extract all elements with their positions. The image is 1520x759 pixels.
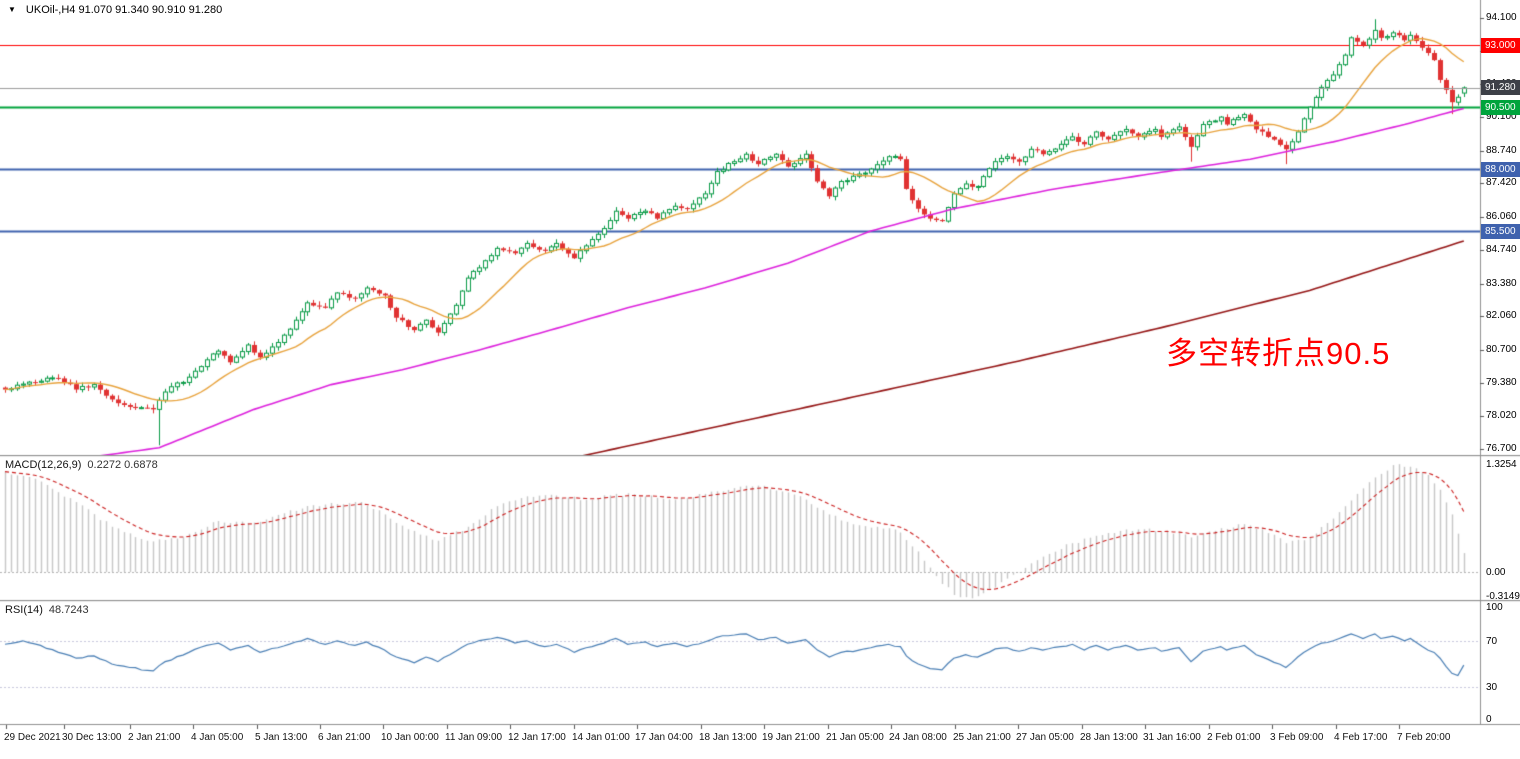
price-axis[interactable]: 94.10092.76091.42090.10088.74087.42086.0… bbox=[1481, 0, 1520, 724]
rsi-indicator-label: RSI(14) 48.7243 bbox=[5, 604, 89, 616]
time-axis-label: 11 Jan 09:00 bbox=[445, 732, 503, 743]
macd-indicator-label: MACD(12,26,9) 0.2272 0.6878 bbox=[5, 459, 158, 471]
time-axis-label: 14 Jan 01:00 bbox=[572, 732, 630, 743]
price-level-badge: 90.500 bbox=[1481, 99, 1520, 115]
annotation-text: 多空转折点90.5 bbox=[1166, 336, 1391, 371]
macd-scale-label: -0.3149 bbox=[1486, 591, 1520, 602]
time-axis-label: 12 Jan 17:00 bbox=[508, 732, 566, 743]
time-axis-label: 2 Jan 21:00 bbox=[128, 732, 181, 743]
rsi-value: 48.7243 bbox=[48, 604, 89, 616]
macd-scale-label: 0.00 bbox=[1486, 567, 1506, 578]
rsi-name: RSI(14) bbox=[5, 604, 43, 616]
time-axis-label: 4 Jan 05:00 bbox=[191, 732, 244, 743]
price-axis-label: 79.380 bbox=[1486, 376, 1517, 388]
time-axis-label: 28 Jan 13:00 bbox=[1080, 732, 1138, 743]
time-axis-label: 4 Feb 17:00 bbox=[1334, 732, 1388, 743]
price-axis-label: 80.700 bbox=[1486, 343, 1517, 355]
price-axis-label: 90.100 bbox=[1486, 111, 1517, 123]
price-axis-label: 76.700 bbox=[1486, 443, 1517, 454]
price-level-badge: 93.000 bbox=[1481, 37, 1520, 53]
price-axis-label: 78.020 bbox=[1486, 410, 1517, 422]
price-axis-label: 83.380 bbox=[1486, 277, 1517, 289]
price-axis-label: 87.420 bbox=[1486, 177, 1517, 189]
time-axis-label: 25 Jan 21:00 bbox=[953, 732, 1011, 743]
symbol-ohlc-text: UKOil-,H4 91.070 91.340 90.910 91.280 bbox=[25, 4, 223, 16]
time-axis-label: 2 Feb 01:00 bbox=[1207, 732, 1261, 743]
time-axis-label: 10 Jan 00:00 bbox=[381, 732, 439, 743]
price-level-badge: 85.500 bbox=[1481, 223, 1520, 239]
price-axis-label: 84.740 bbox=[1486, 243, 1517, 255]
price-axis-label: 86.060 bbox=[1486, 211, 1517, 223]
time-axis-label: 18 Jan 13:00 bbox=[699, 732, 757, 743]
time-axis-label: 27 Jan 05:00 bbox=[1016, 732, 1074, 743]
symbol-dropdown-icon[interactable]: ▼ bbox=[8, 5, 16, 14]
rsi-scale-label: 100 bbox=[1486, 602, 1503, 613]
price-axis-label: 82.060 bbox=[1486, 310, 1517, 322]
time-axis-label: 3 Feb 09:00 bbox=[1270, 732, 1324, 743]
rsi-scale-label: 0 bbox=[1486, 714, 1492, 725]
time-axis-label: 19 Jan 21:00 bbox=[762, 732, 820, 743]
time-axis-label: 6 Jan 21:00 bbox=[318, 732, 371, 743]
time-axis-label: 29 Dec 2021 bbox=[4, 732, 61, 743]
price-axis-label: 88.740 bbox=[1486, 144, 1517, 156]
price-axis-label: 94.100 bbox=[1486, 12, 1517, 23]
macd-name: MACD(12,26,9) bbox=[5, 459, 82, 471]
time-axis-label: 5 Jan 13:00 bbox=[255, 732, 308, 743]
rsi-scale-label: 30 bbox=[1486, 682, 1498, 693]
time-axis-label: 17 Jan 04:00 bbox=[635, 732, 693, 743]
time-axis-label: 21 Jan 05:00 bbox=[826, 732, 884, 743]
rsi-scale-label: 70 bbox=[1486, 636, 1498, 647]
macd-values: 0.2272 0.6878 bbox=[87, 459, 158, 471]
price-level-badge: 91.280 bbox=[1481, 80, 1520, 96]
time-axis[interactable]: 29 Dec 2021 30 Dec 13:00 2 Jan 21:00 4 Jan … bbox=[0, 725, 1520, 759]
macd-scale-label: 1.3254 bbox=[1486, 459, 1517, 470]
symbol-info[interactable]: ▼ UKOil-,H4 91.070 91.340 90.910 91.280 bbox=[8, 4, 222, 16]
time-axis-label: 30 Dec 13:00 bbox=[62, 732, 122, 743]
time-axis-label: 7 Feb 20:00 bbox=[1397, 732, 1451, 743]
price-level-badge: 88.000 bbox=[1481, 161, 1520, 177]
time-axis-label: 31 Jan 16:00 bbox=[1143, 732, 1201, 743]
time-axis-label: 24 Jan 08:00 bbox=[889, 732, 947, 743]
